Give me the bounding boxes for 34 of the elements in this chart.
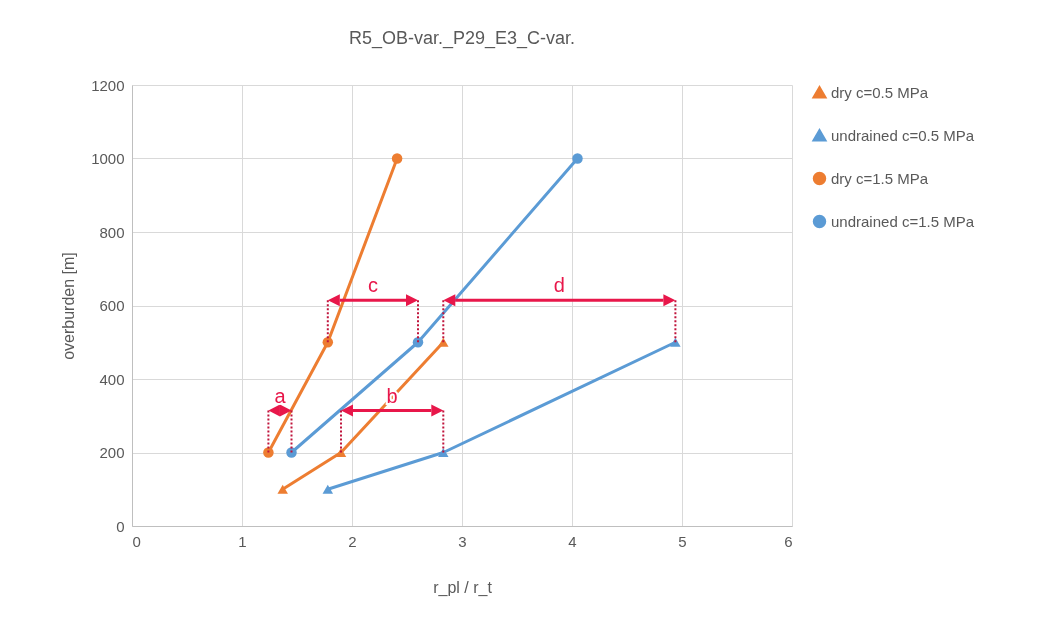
point bbox=[572, 153, 583, 164]
point bbox=[391, 153, 403, 164]
y-tick-label: 400 bbox=[99, 370, 125, 388]
y-axis-title: overburden [m] bbox=[60, 252, 78, 360]
annotation: a bbox=[274, 384, 287, 407]
point bbox=[412, 337, 424, 348]
x-tick-label: 6 bbox=[784, 532, 793, 550]
y-tick-label: 1000 bbox=[91, 150, 125, 167]
point bbox=[322, 484, 334, 494]
legend-label: undrained c=0.5 MPa bbox=[831, 126, 975, 144]
chart-title: R5_OB-var._P29_E3_C-var. bbox=[348, 28, 576, 49]
legend-label: dry c=1.5 MPa bbox=[831, 169, 929, 187]
x-tick-label: 5 bbox=[678, 532, 687, 550]
y-tick-label: 800 bbox=[99, 223, 125, 241]
y-tick-label: 1200 bbox=[91, 76, 125, 94]
legend-label: undrained c=1.5 MPa bbox=[831, 212, 975, 230]
x-axis-title: r_pl / r_t bbox=[433, 578, 493, 597]
annotation: c bbox=[367, 274, 378, 297]
x-tick-label: 2 bbox=[348, 532, 357, 550]
point bbox=[670, 337, 681, 347]
x-tick-label: 4 bbox=[568, 532, 577, 550]
y-tick-label: 600 bbox=[99, 297, 125, 314]
point bbox=[322, 337, 334, 348]
x-tick-label: 3 bbox=[458, 532, 467, 550]
point bbox=[263, 447, 274, 458]
point bbox=[277, 484, 288, 494]
annotation: d bbox=[553, 274, 565, 297]
y-tick-label: 200 bbox=[99, 444, 125, 461]
point bbox=[438, 337, 449, 347]
x-tick-label: 1 bbox=[238, 532, 247, 550]
point bbox=[286, 447, 297, 458]
y-tick-label: 0 bbox=[116, 517, 125, 535]
legend-label: dry c=0.5 MPa bbox=[831, 83, 929, 101]
x-tick-label: 0 bbox=[132, 532, 141, 550]
